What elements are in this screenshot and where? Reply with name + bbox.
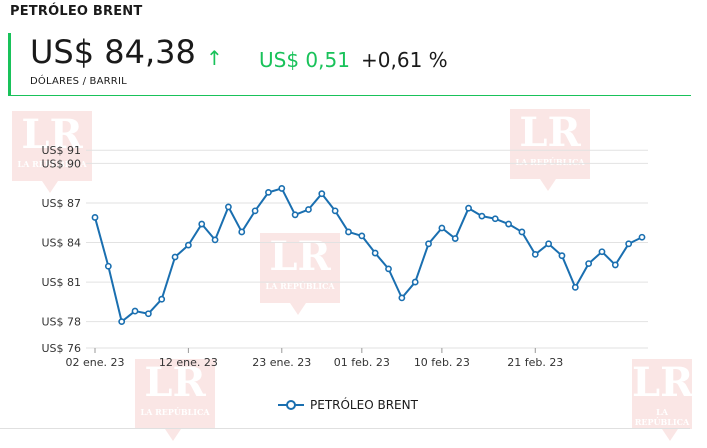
arrow-up-icon: ↑ bbox=[206, 46, 223, 70]
data-point bbox=[211, 236, 219, 244]
data-point bbox=[91, 214, 99, 221]
header-title: PETRÓLEO BRENT bbox=[10, 4, 143, 19]
unit-label: DÓLARES / BARRIL bbox=[30, 76, 127, 87]
y-tick-label: US$ 91 bbox=[41, 144, 81, 157]
data-point bbox=[585, 260, 593, 267]
x-tick-label: 23 ene. 23 bbox=[252, 356, 311, 369]
x-tick-label: 12 ene. 23 bbox=[159, 356, 218, 369]
y-tick-label: US$ 84 bbox=[41, 237, 81, 250]
current-price: US$ 84,38 bbox=[30, 33, 196, 71]
percent-change: +0,61 % bbox=[361, 48, 448, 72]
data-point bbox=[478, 212, 486, 220]
data-point bbox=[265, 188, 272, 196]
watermark-logo: LR LA REPÚBLICA bbox=[632, 359, 694, 441]
data-point bbox=[571, 283, 579, 291]
data-point bbox=[598, 248, 606, 256]
watermark-logo: LR LA REPÚBLICA bbox=[135, 359, 215, 441]
data-point bbox=[425, 240, 432, 248]
data-point bbox=[144, 310, 152, 318]
y-tick-label: US$ 90 bbox=[41, 157, 81, 170]
x-tick-label: 02 ene. 23 bbox=[66, 356, 125, 369]
legend-label: PETRÓLEO BRENT bbox=[310, 398, 418, 412]
data-point bbox=[331, 207, 339, 215]
data-point bbox=[438, 224, 446, 232]
data-point bbox=[251, 207, 259, 215]
data-point bbox=[305, 206, 312, 213]
data-point bbox=[278, 185, 286, 192]
data-point bbox=[611, 261, 619, 269]
bottom-divider bbox=[0, 428, 690, 429]
data-point bbox=[411, 278, 419, 286]
legend-line-icon bbox=[278, 400, 304, 410]
data-point bbox=[345, 228, 352, 236]
y-tick-label: US$ 76 bbox=[41, 342, 81, 355]
data-point bbox=[398, 294, 406, 302]
data-point bbox=[518, 228, 526, 236]
y-tick-label: US$ 81 bbox=[41, 276, 81, 289]
x-tick-label: 10 feb. 23 bbox=[414, 356, 470, 369]
watermark-logo: LR LA REPÚBLICA bbox=[260, 233, 340, 315]
price-change: US$ 0,51 bbox=[259, 48, 350, 72]
data-point bbox=[385, 265, 392, 273]
data-point bbox=[171, 253, 179, 261]
data-point bbox=[291, 211, 299, 219]
data-point bbox=[158, 295, 166, 303]
data-point bbox=[465, 204, 472, 212]
data-point bbox=[104, 262, 112, 270]
data-point bbox=[531, 250, 539, 258]
data-point bbox=[505, 220, 512, 228]
data-point bbox=[638, 233, 646, 241]
data-point bbox=[491, 215, 499, 223]
watermark-logo: LR LA REPÚBLICA bbox=[510, 109, 590, 191]
data-point bbox=[318, 190, 326, 198]
watermark-logo: LR LA REPÚBLICA bbox=[12, 111, 92, 193]
data-point bbox=[131, 307, 139, 315]
data-point bbox=[451, 235, 459, 242]
y-tick-label: US$ 87 bbox=[41, 197, 81, 210]
data-point bbox=[558, 252, 566, 260]
data-point bbox=[198, 220, 206, 228]
data-point bbox=[225, 203, 232, 211]
data-point bbox=[238, 228, 246, 236]
legend[interactable]: PETRÓLEO BRENT bbox=[278, 398, 418, 412]
data-point bbox=[545, 240, 553, 248]
data-point bbox=[358, 232, 366, 240]
chart-area: LR LA REPÚBLICA LR LA REPÚBLICA LR LA REPÚB… bbox=[0, 97, 707, 448]
x-tick-label: 01 feb. 23 bbox=[334, 356, 390, 369]
data-point bbox=[625, 240, 633, 248]
data-point bbox=[184, 241, 192, 249]
y-tick-label: US$ 78 bbox=[41, 316, 81, 329]
x-tick-label: 21 feb. 23 bbox=[507, 356, 563, 369]
data-point bbox=[371, 249, 379, 257]
data-point bbox=[118, 318, 126, 326]
price-box: US$ 84,38 ↑ US$ 0,51 +0,61 % DÓLARES / B… bbox=[8, 33, 691, 96]
